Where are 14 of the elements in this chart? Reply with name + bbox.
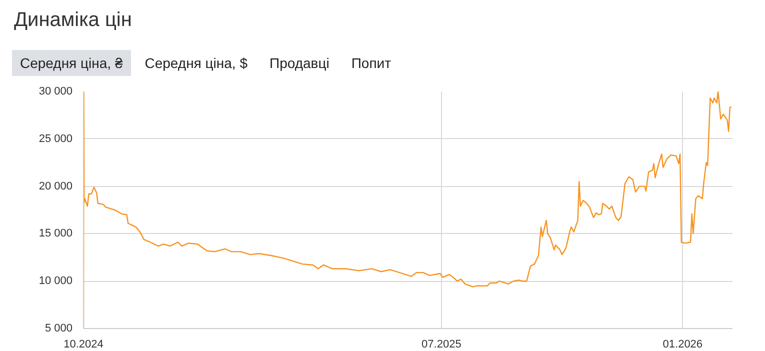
text: Попит — [350, 54, 392, 73]
y-tick-label: 5 000 — [44, 322, 73, 334]
text: Середня ціна, ₴ — [12, 50, 131, 76]
x-tick-label: 10.2024 — [64, 338, 104, 350]
text: Продавці — [268, 54, 330, 73]
chart-title: Динаміка цін — [14, 9, 132, 31]
y-tick-label: 10 000 — [38, 275, 73, 288]
y-tick-label: 15 000 — [38, 228, 73, 240]
x-tick-label: 01.2026 — [662, 338, 703, 350]
y-tick-label: 30 000 — [38, 86, 73, 98]
x-tick-label: 07.2025 — [422, 338, 462, 350]
y-tick-label: 25 000 — [38, 132, 73, 145]
text: Середня ціна, $ — [144, 54, 248, 73]
y-tick-label: 20 000 — [38, 180, 73, 192]
